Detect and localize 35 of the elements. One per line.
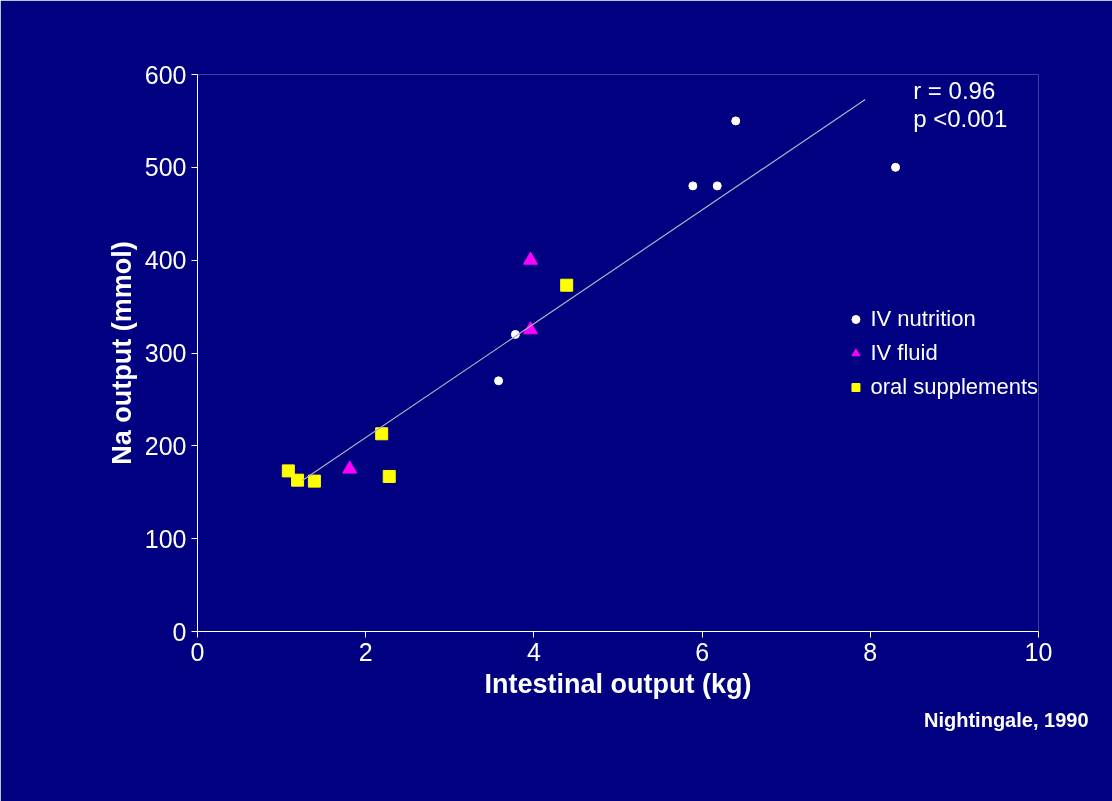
point <box>494 376 504 386</box>
legend-label: oral supplements <box>870 373 1038 400</box>
point <box>560 278 574 292</box>
y-tick-label: 200 <box>144 431 187 460</box>
y-tick-label: 400 <box>144 246 187 275</box>
point <box>342 460 358 474</box>
point <box>731 116 741 126</box>
x-tick-label: 0 <box>190 637 205 666</box>
point <box>375 427 389 441</box>
x-axis-title: Intestinal output (kg) <box>484 668 752 699</box>
x-tick-label: 10 <box>1024 637 1053 666</box>
y-tick-label: 0 <box>172 617 187 646</box>
point <box>523 321 539 335</box>
text: Nightingale, 1990 <box>924 708 1089 731</box>
y-tick-label: 100 <box>144 524 187 553</box>
x-tick-label: 6 <box>695 637 710 666</box>
legend-label: IV fluid <box>870 339 938 366</box>
point <box>891 162 901 172</box>
y-tick-label: 500 <box>144 153 187 182</box>
x-tick-label: 8 <box>863 637 878 666</box>
y-axis-title: Na output (mmol) <box>106 241 137 465</box>
x-tick-label: 2 <box>358 637 373 666</box>
y-tick-label: 600 <box>144 60 187 89</box>
annotation: r = 0.96 <box>913 77 996 105</box>
x-tick-label: 4 <box>526 637 541 666</box>
point <box>688 181 698 191</box>
point <box>307 474 321 488</box>
point <box>291 473 305 487</box>
y-tick-label: 300 <box>144 339 187 367</box>
annotation: p <0.001 <box>913 105 1008 133</box>
point <box>281 464 295 478</box>
point <box>382 469 396 483</box>
point <box>712 181 722 191</box>
point <box>523 251 539 265</box>
legend-label: IV nutrition <box>870 305 976 332</box>
